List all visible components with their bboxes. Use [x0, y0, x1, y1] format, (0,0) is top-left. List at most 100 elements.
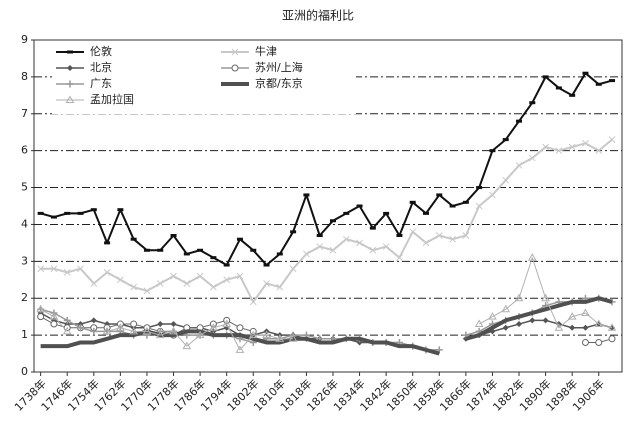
marker	[290, 230, 297, 234]
marker	[90, 317, 97, 324]
marker	[236, 237, 243, 241]
legend-label: 广东	[90, 77, 112, 90]
marker	[569, 93, 576, 97]
series	[37, 71, 616, 267]
marker	[514, 293, 524, 302]
marker	[130, 320, 138, 328]
marker	[435, 232, 443, 239]
marker	[342, 235, 350, 243]
marker	[595, 82, 602, 86]
marker	[594, 319, 604, 328]
marker	[502, 176, 510, 184]
marker	[36, 304, 46, 313]
marker	[595, 338, 603, 346]
marker	[501, 304, 511, 313]
marker	[449, 235, 456, 243]
marker	[117, 208, 124, 212]
marker	[195, 330, 205, 339]
marker	[541, 293, 550, 302]
marker	[595, 147, 603, 155]
marker	[303, 250, 310, 258]
marker	[409, 200, 416, 204]
marker	[235, 345, 245, 353]
marker	[90, 208, 97, 212]
marker	[449, 204, 456, 208]
marker	[103, 269, 111, 276]
marker	[343, 211, 350, 215]
marker	[236, 272, 244, 280]
marker	[607, 323, 617, 331]
marker	[263, 280, 270, 287]
marker	[262, 330, 271, 339]
marker	[142, 326, 152, 335]
marker	[209, 323, 218, 331]
marker	[210, 256, 217, 260]
legend-box	[52, 44, 356, 114]
marker	[489, 149, 496, 153]
marker	[423, 211, 429, 215]
legend-label: 苏州/上海	[255, 60, 303, 74]
marker	[249, 298, 257, 306]
marker	[582, 71, 589, 75]
y-tick-label: 9	[21, 33, 28, 46]
marker	[289, 265, 297, 273]
legend-marker	[67, 50, 73, 54]
legend-marker	[66, 80, 74, 88]
marker	[102, 326, 112, 335]
marker	[369, 226, 376, 230]
marker	[569, 324, 576, 331]
marker	[143, 287, 151, 295]
marker	[528, 154, 536, 162]
legend-label: 京都/东京	[255, 76, 303, 90]
marker	[581, 308, 590, 316]
marker	[542, 143, 549, 151]
marker	[170, 321, 177, 328]
marker	[489, 191, 496, 199]
marker	[567, 312, 577, 320]
marker	[303, 193, 310, 197]
plot-area	[33, 39, 623, 373]
marker	[516, 119, 523, 123]
marker	[49, 312, 59, 320]
marker	[170, 234, 177, 238]
marker	[155, 330, 165, 339]
marker	[555, 147, 563, 155]
series	[37, 136, 616, 306]
marker	[116, 323, 125, 331]
y-tick-label: 7	[21, 107, 28, 120]
marker	[157, 248, 164, 252]
marker	[50, 215, 57, 219]
legend-marker	[231, 64, 239, 72]
marker	[210, 283, 217, 291]
marker	[157, 321, 164, 328]
marker	[156, 280, 164, 287]
series-line	[40, 308, 68, 332]
marker	[143, 248, 150, 252]
marker	[515, 162, 523, 169]
marker	[422, 239, 430, 247]
marker	[63, 269, 71, 276]
marker	[50, 265, 58, 273]
marker	[197, 248, 204, 252]
marker	[582, 139, 589, 147]
marker	[356, 204, 363, 208]
marker	[529, 101, 536, 105]
marker	[356, 239, 363, 247]
marker	[475, 202, 483, 210]
legend-marker	[231, 48, 239, 56]
marker	[250, 248, 257, 252]
marker	[369, 246, 377, 254]
marker	[396, 254, 403, 261]
marker	[516, 321, 523, 328]
marker	[37, 265, 44, 273]
marker	[130, 237, 137, 241]
marker	[554, 323, 564, 331]
marker	[436, 193, 443, 197]
series-line	[40, 329, 440, 356]
marker	[555, 86, 562, 90]
marker	[223, 276, 231, 284]
marker	[462, 232, 470, 239]
y-tick-label: 8	[21, 70, 28, 83]
marker	[77, 265, 84, 273]
